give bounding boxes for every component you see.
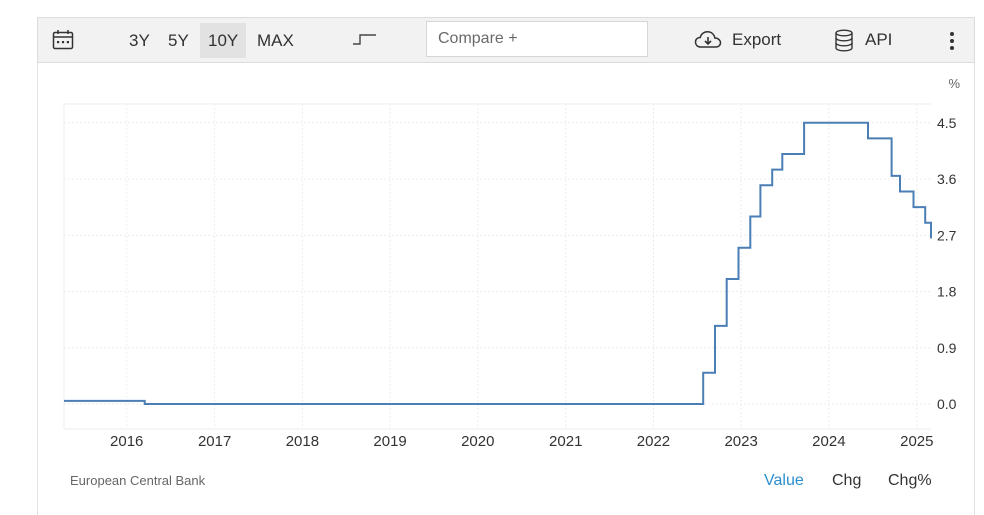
x-tick-label: 2022 [637,433,670,450]
y-tick-label: 0.9 [937,340,957,356]
x-tick-label: 2016 [110,433,143,450]
x-tick-label: 2018 [286,433,319,450]
unit-label: % [948,76,960,91]
source-label: European Central Bank [70,473,206,488]
y-tick-label: 4.5 [937,115,957,131]
export-button[interactable]: Export [732,30,782,49]
calendar-icon[interactable] [52,29,74,51]
toolbar: 3Y 5Y 10Y MAX Export API [37,17,975,63]
chg-percent-tab[interactable]: Chg% [888,472,932,489]
value-tab[interactable]: Value [764,472,804,489]
cloud-download-icon[interactable] [694,30,722,50]
y-tick-label: 2.7 [937,227,957,243]
api-button[interactable]: API [865,30,893,49]
more-vertical-icon[interactable] [948,31,956,51]
range-10y-button[interactable]: 10Y [200,23,247,58]
y-tick-label: 1.8 [937,284,957,300]
x-tick-label: 2024 [812,433,845,450]
chg-tab[interactable]: Chg [832,472,862,489]
chart-panel [37,17,975,515]
range-5y-button[interactable]: 5Y [168,31,189,50]
y-tick-label: 0.0 [937,396,957,412]
range-max-button[interactable]: MAX [257,31,294,50]
series-line [64,121,932,405]
x-tick-label: 2025 [900,433,933,450]
x-tick-label: 2017 [198,433,231,450]
x-tick-label: 2023 [724,433,757,450]
x-tick-label: 2020 [461,433,494,450]
range-3y-button[interactable]: 3Y [129,31,150,50]
step-chart-icon[interactable] [352,31,378,49]
x-tick-label: 2019 [373,433,406,450]
compare-input[interactable] [426,21,648,57]
database-icon[interactable] [834,29,854,52]
x-tick-label: 2021 [549,433,582,450]
y-tick-label: 3.6 [937,171,957,187]
